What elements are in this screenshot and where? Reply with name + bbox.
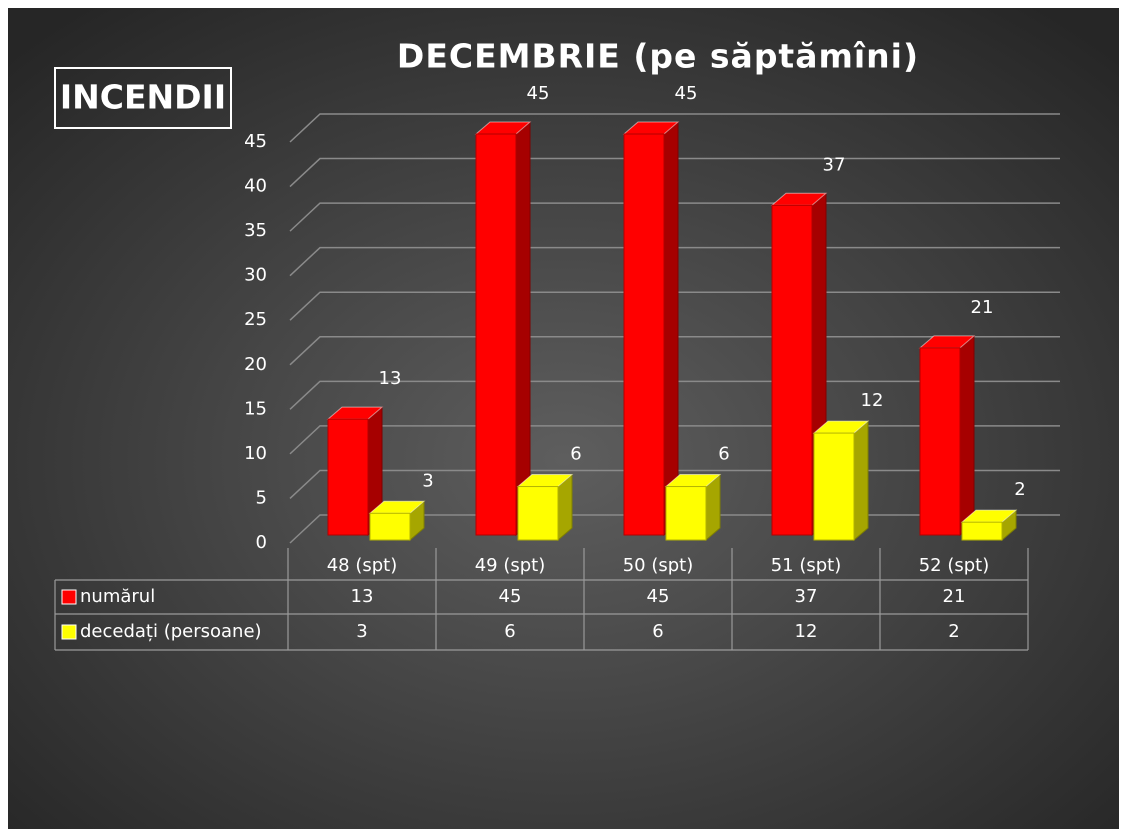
y-tick-label: 10 <box>244 443 267 464</box>
y-tick-label: 0 <box>256 532 267 553</box>
data-label: 6 <box>570 444 581 465</box>
bar <box>919 347 961 536</box>
chart-title: DECEMBRIE (pe săptămîni) <box>397 37 919 76</box>
legend-key <box>61 589 77 605</box>
data-label: 6 <box>718 444 729 465</box>
table-cell: 2 <box>948 621 959 642</box>
x-tick-label: 50 (spt) <box>623 555 694 576</box>
table-cell: 45 <box>499 586 522 607</box>
bar <box>623 133 665 536</box>
bar <box>369 512 411 541</box>
bar <box>961 521 1003 541</box>
data-label: 13 <box>379 368 402 389</box>
legend-key <box>61 624 77 640</box>
y-tick-label: 35 <box>244 220 267 241</box>
table-cell: 13 <box>351 586 374 607</box>
annotation: INCENDII <box>60 78 226 117</box>
table-cell: 21 <box>943 586 966 607</box>
y-tick-label: 30 <box>244 265 267 286</box>
data-label: 21 <box>971 297 994 318</box>
table-cell: 45 <box>647 586 670 607</box>
y-tick-label: 15 <box>244 398 267 419</box>
table-cell: 12 <box>795 621 818 642</box>
data-label: 2 <box>1014 479 1025 500</box>
bar <box>665 486 707 541</box>
y-tick-label: 20 <box>244 354 267 375</box>
bar <box>327 418 369 536</box>
y-tick-label: 40 <box>244 176 267 197</box>
table-cell: 6 <box>652 621 663 642</box>
table-cell: 3 <box>356 621 367 642</box>
x-tick-label: 52 (spt) <box>919 555 990 576</box>
legend-label: numărul <box>80 586 155 607</box>
bar <box>771 204 813 536</box>
bar <box>475 133 517 536</box>
grid-line <box>289 157 1060 188</box>
bar <box>517 486 559 541</box>
data-label: 3 <box>422 470 433 491</box>
annotation-box <box>54 67 232 129</box>
grid-line <box>289 113 1060 143</box>
bar-side <box>663 120 679 537</box>
legend-label: decedați (persoane) <box>80 621 262 642</box>
x-tick-label: 48 (spt) <box>327 555 398 576</box>
data-label: 37 <box>823 154 846 175</box>
bar-side <box>515 120 531 537</box>
data-label: 45 <box>527 83 550 104</box>
y-tick-label: 45 <box>244 131 267 152</box>
x-tick-label: 51 (spt) <box>771 555 842 576</box>
bar-side <box>853 419 869 542</box>
x-tick-label: 49 (spt) <box>475 555 546 576</box>
data-label: 12 <box>861 390 884 411</box>
y-tick-label: 5 <box>256 487 267 508</box>
y-tick-label: 25 <box>244 309 267 330</box>
bar <box>813 432 855 541</box>
table-cell: 37 <box>795 586 818 607</box>
bar-side <box>959 334 975 537</box>
data-label: 45 <box>675 83 698 104</box>
table-cell: 6 <box>504 621 515 642</box>
